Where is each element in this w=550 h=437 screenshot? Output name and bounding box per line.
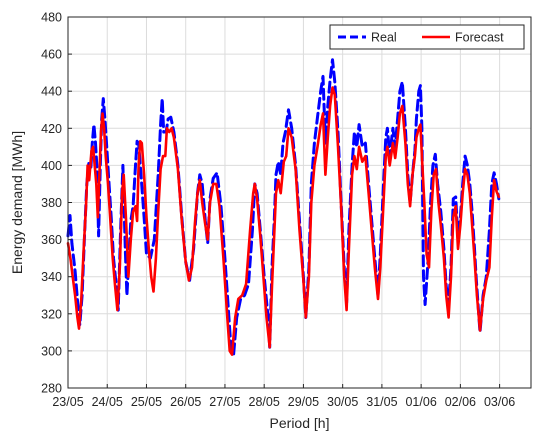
x-tick-label: 26/05 bbox=[170, 395, 201, 409]
series-lines bbox=[66, 58, 501, 357]
x-axis-label: Period [h] bbox=[270, 415, 330, 431]
y-tick-label: 380 bbox=[41, 196, 62, 210]
legend-label-real: Real bbox=[371, 31, 397, 45]
y-tick-label: 280 bbox=[41, 382, 62, 396]
y-tick-label: 360 bbox=[41, 233, 62, 247]
y-tick-label: 460 bbox=[41, 48, 62, 62]
legend-label-forecast: Forecast bbox=[455, 31, 504, 45]
y-tick-label: 420 bbox=[41, 122, 62, 136]
y-tick-label: 400 bbox=[41, 159, 62, 173]
y-tick-label: 480 bbox=[41, 11, 62, 25]
x-tick-label: 31/05 bbox=[366, 395, 397, 409]
legend: Real Forecast bbox=[329, 24, 525, 50]
series-line-forecast bbox=[66, 86, 501, 356]
x-tick-label: 02/06 bbox=[445, 395, 476, 409]
x-tick-label: 29/05 bbox=[288, 395, 319, 409]
y-tick-label: 440 bbox=[41, 85, 62, 99]
x-tick-label: 01/06 bbox=[405, 395, 436, 409]
y-axis-label: Energy demand [MWh] bbox=[9, 131, 25, 274]
x-tick-label: 03/06 bbox=[484, 395, 515, 409]
x-tick-label: 24/05 bbox=[92, 395, 123, 409]
x-tick-label: 28/05 bbox=[249, 395, 280, 409]
y-tick-label: 300 bbox=[41, 344, 62, 358]
axes bbox=[67, 16, 532, 389]
x-tick-label: 30/05 bbox=[327, 395, 358, 409]
tick-labels: 280 300 320 340 360 380 400 420 440 460 480 23/05 24… bbox=[41, 11, 515, 410]
y-tick-label: 320 bbox=[41, 307, 62, 321]
y-tick-label: 340 bbox=[41, 270, 62, 284]
plot-frame bbox=[67, 16, 532, 389]
x-tick-label: 23/05 bbox=[52, 395, 83, 409]
x-tick-label: 25/05 bbox=[131, 395, 162, 409]
x-tick-label: 27/05 bbox=[209, 395, 240, 409]
